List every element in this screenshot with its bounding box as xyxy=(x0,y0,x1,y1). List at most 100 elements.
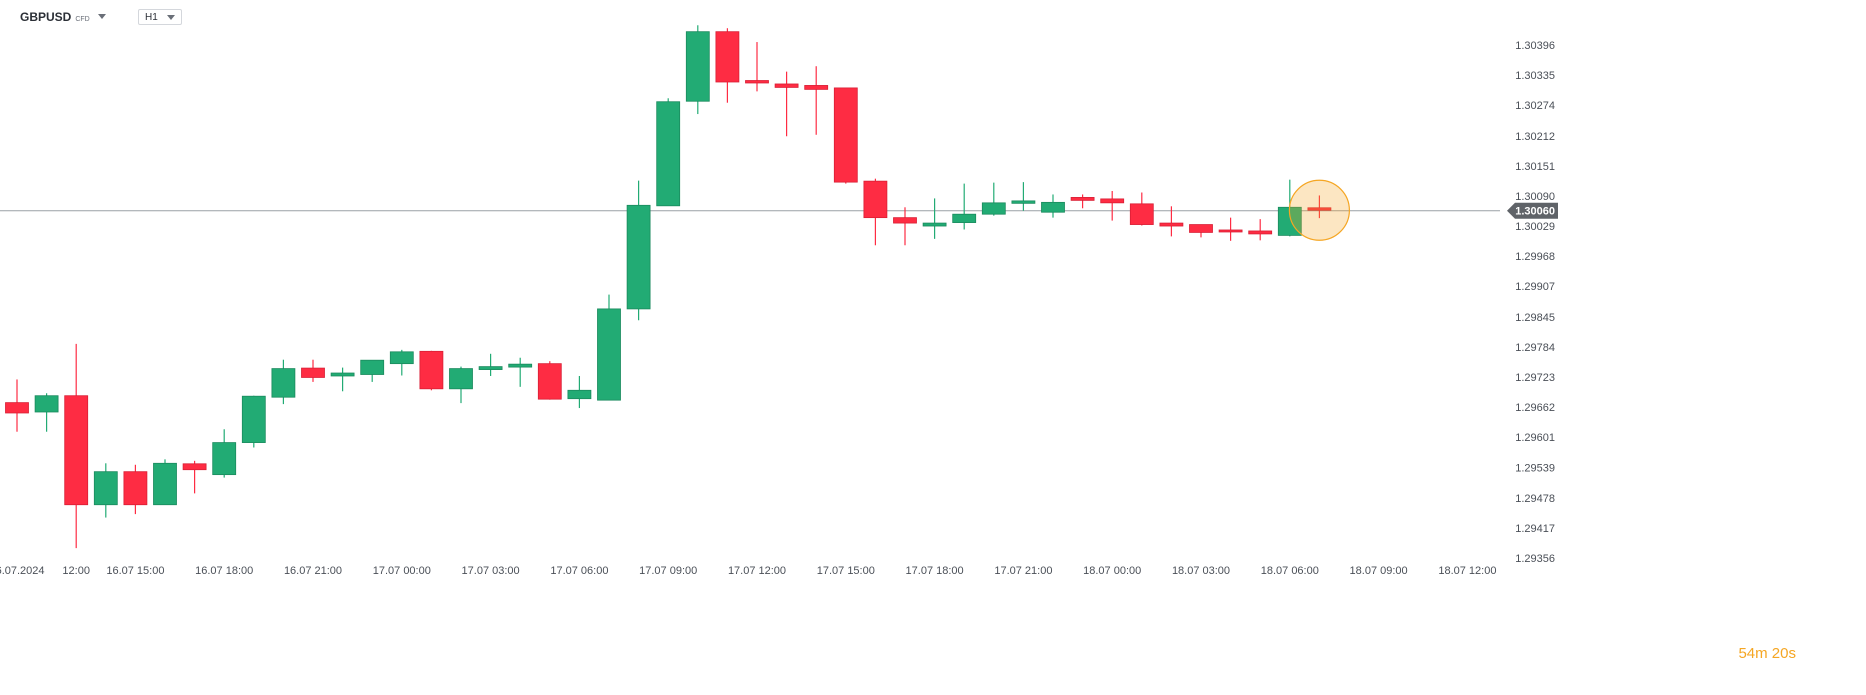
x-tick-label: 18.07 00:00 xyxy=(1083,565,1141,577)
candle-body xyxy=(508,363,533,368)
y-tick-label: 1.29356 xyxy=(1515,553,1555,565)
y-tick-label: 1.29662 xyxy=(1515,402,1555,414)
y-tick-label: 1.29845 xyxy=(1515,312,1555,324)
candle xyxy=(478,353,503,376)
y-axis: 1.30396 1.30335 1.30274 1.30212 1.30151 1.300… xyxy=(1515,40,1555,565)
x-tick-label: 17.07 15:00 xyxy=(817,565,875,577)
candle-body xyxy=(774,83,799,88)
y-tick-label: 1.30029 xyxy=(1515,221,1555,233)
chevron-down-icon xyxy=(97,14,106,19)
timeframe-selector[interactable]: H1 xyxy=(138,9,182,25)
candle xyxy=(804,66,829,135)
candle xyxy=(685,25,710,115)
x-tick-label: 16.07 21:00 xyxy=(284,565,342,577)
candle-body xyxy=(656,101,681,207)
y-tick-label: 1.30274 xyxy=(1515,100,1555,112)
candle xyxy=(449,366,473,404)
candle xyxy=(1011,182,1036,211)
y-tick-label: 1.29907 xyxy=(1515,281,1555,293)
x-tick-label: 17.07 12:00 xyxy=(728,565,786,577)
candle-body xyxy=(981,202,1006,215)
candle xyxy=(34,393,59,432)
last-candle-highlight xyxy=(1288,179,1351,241)
candle xyxy=(745,42,769,92)
candle xyxy=(1070,194,1095,209)
candle xyxy=(419,350,444,391)
candle xyxy=(893,207,917,246)
candle xyxy=(508,357,533,387)
y-tick-label: 1.30212 xyxy=(1515,131,1555,143)
candle xyxy=(5,379,29,432)
chevron-down-icon xyxy=(167,15,175,20)
y-tick-label: 1.29601 xyxy=(1515,432,1555,444)
candle-body xyxy=(804,85,829,90)
candle xyxy=(715,28,740,103)
y-tick-label: 1.29417 xyxy=(1515,523,1555,535)
x-tick-label: 16.07.2024 xyxy=(0,565,45,577)
x-tick-label: 17.07 00:00 xyxy=(373,565,431,577)
candle xyxy=(597,294,621,401)
candle-body xyxy=(952,213,977,223)
x-tick-label: 17.07 18:00 xyxy=(906,565,964,577)
candle xyxy=(93,463,118,518)
candle xyxy=(360,359,385,382)
y-tick-label: 1.30396 xyxy=(1515,40,1555,52)
x-tick-label: 17.07 09:00 xyxy=(639,565,697,577)
candle xyxy=(212,429,237,478)
candle-body xyxy=(1189,224,1213,233)
x-tick-label: 18.07 09:00 xyxy=(1350,565,1408,577)
candle-body xyxy=(1100,198,1125,204)
x-tick-label: 18.07 03:00 xyxy=(1172,565,1230,577)
candle-body xyxy=(271,368,296,398)
candle-body xyxy=(1070,197,1095,201)
candle xyxy=(1129,192,1154,226)
candle-body xyxy=(241,395,266,443)
candle-body xyxy=(153,462,177,506)
last-candle-highlight-layer xyxy=(1288,179,1351,241)
candle xyxy=(123,464,148,515)
candle xyxy=(981,182,1006,216)
candle-countdown-timer: 54m 20s xyxy=(1738,645,1796,662)
candle-body xyxy=(34,395,59,413)
candle-body xyxy=(597,308,621,401)
candle-body xyxy=(863,180,888,219)
x-tick-label: 17.07 06:00 xyxy=(550,565,608,577)
candle-body xyxy=(212,442,237,476)
candle-body xyxy=(182,463,207,471)
candle xyxy=(774,71,799,137)
x-tick-label: 18.07 06:00 xyxy=(1261,565,1319,577)
candle-body xyxy=(537,363,562,400)
candle xyxy=(1100,191,1125,221)
y-tick-label: 1.29784 xyxy=(1515,342,1555,354)
candle-body xyxy=(64,395,89,506)
candle xyxy=(271,359,296,405)
candle-body xyxy=(389,351,414,365)
candle xyxy=(626,180,651,321)
candle-body xyxy=(626,204,651,310)
candle-body xyxy=(1041,201,1065,213)
current-price-label: 1.30060 xyxy=(1515,206,1555,218)
candle-body xyxy=(1129,203,1154,225)
x-axis: 16.07.2024 12:00 16.07 15:00 16.07 18:00 16.… xyxy=(0,565,1496,577)
candle xyxy=(64,343,89,549)
x-tick-label: 16.07 18:00 xyxy=(195,565,253,577)
candle xyxy=(922,198,947,239)
y-tick-label: 1.30335 xyxy=(1515,70,1555,82)
candle-body xyxy=(715,31,740,83)
candle xyxy=(952,183,977,230)
instrument-type-label: CFD xyxy=(75,16,90,23)
y-tick-label: 1.30151 xyxy=(1515,161,1555,173)
candle xyxy=(1041,194,1065,218)
x-tick-label: 17.07 03:00 xyxy=(462,565,520,577)
candle xyxy=(567,375,592,409)
candle-body xyxy=(1011,200,1036,204)
chart-toolbar: GBPUSD CFD H1 xyxy=(0,0,600,32)
candle-body xyxy=(685,31,710,102)
y-tick-label: 1.29478 xyxy=(1515,493,1555,505)
timeframe-label: H1 xyxy=(145,11,158,23)
symbol-selector[interactable]: GBPUSD CFD xyxy=(20,10,106,24)
candle xyxy=(330,367,355,392)
candle xyxy=(1159,206,1184,237)
candles-layer xyxy=(5,25,1332,549)
